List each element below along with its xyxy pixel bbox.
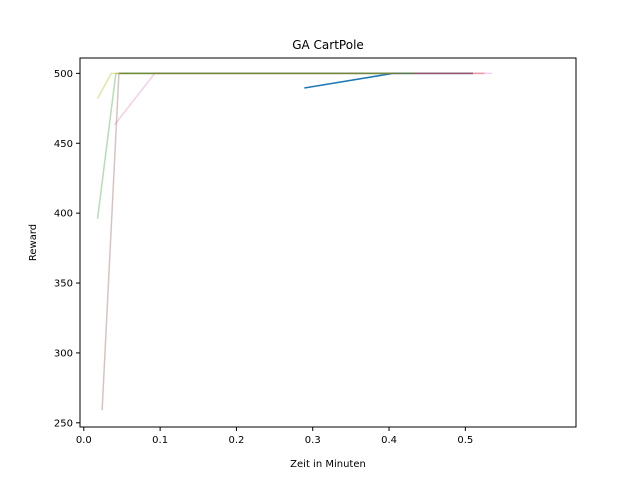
y-tick-label: 450 <box>54 139 73 150</box>
x-tick-label: 0.4 <box>381 435 397 446</box>
x-axis: 0.0 0.1 0.2 0.3 0.4 0.5 <box>76 427 473 446</box>
x-axis-label: Zeit in Minuten <box>290 459 366 470</box>
chart-title: GA CartPole <box>292 38 364 52</box>
y-tick-label: 400 <box>54 209 73 220</box>
y-axis-label: Reward <box>28 224 39 261</box>
y-tick-label: 300 <box>54 348 73 359</box>
y-tick-label: 350 <box>54 279 73 290</box>
y-axis: 250 300 350 400 450 500 <box>54 69 80 429</box>
x-tick-label: 0.1 <box>152 435 168 446</box>
x-tick-label: 0.5 <box>457 435 473 446</box>
x-tick-label: 0.0 <box>76 435 92 446</box>
y-tick-label: 250 <box>54 418 73 429</box>
x-tick-label: 0.3 <box>305 435 321 446</box>
series-layer <box>96 72 493 411</box>
plot-frame <box>79 57 577 428</box>
y-tick-label: 500 <box>54 69 73 80</box>
x-tick-label: 0.2 <box>228 435 244 446</box>
